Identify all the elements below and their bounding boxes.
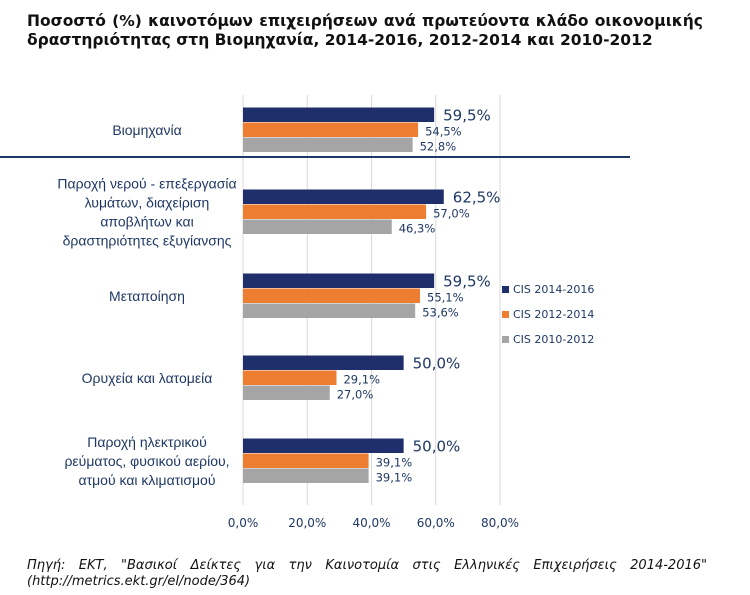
data-label: 50,0% bbox=[413, 355, 461, 373]
bar-cis-2014-2016 bbox=[243, 355, 404, 370]
data-label: 39,1% bbox=[376, 456, 413, 470]
bar-cis-2010-2012 bbox=[243, 385, 330, 400]
data-label: 39,1% bbox=[376, 471, 413, 485]
bar-cis-2012-2014 bbox=[243, 288, 421, 303]
bar-cis-2010-2012 bbox=[243, 137, 413, 152]
category-label: Παροχή ηλεκτρικού bbox=[87, 434, 207, 450]
x-tick-label: 80,0% bbox=[481, 516, 519, 530]
data-label: 27,0% bbox=[337, 388, 374, 402]
category-label: λυμάτων, διαχείριση bbox=[85, 195, 210, 211]
data-label: 57,0% bbox=[433, 207, 470, 221]
data-label: 55,1% bbox=[427, 291, 464, 305]
bar-cis-2014-2016 bbox=[243, 438, 404, 453]
chart-title: Ποσοστό (%) καινοτόμων επιχειρήσεων ανά … bbox=[27, 12, 703, 49]
category-label: αποβλήτων και bbox=[100, 214, 193, 230]
category-label: ρεύματος, φυσικού αερίου, bbox=[64, 453, 229, 469]
x-tick-label: 40,0% bbox=[352, 516, 390, 530]
bar-cis-2012-2014 bbox=[243, 453, 369, 468]
x-tick-label: 0,0% bbox=[228, 516, 259, 530]
legend-label: CIS 2012-2014 bbox=[513, 308, 594, 321]
data-label: 59,5% bbox=[443, 273, 491, 291]
category-label: Ορυχεία και λατομεία bbox=[82, 370, 213, 386]
data-label: 59,5% bbox=[443, 107, 491, 125]
bar-cis-2010-2012 bbox=[243, 303, 416, 318]
category-label: Παροχή νερού - επεξεργασία bbox=[57, 176, 236, 192]
bar-cis-2014-2016 bbox=[243, 273, 435, 288]
legend-swatch bbox=[502, 311, 509, 318]
data-label: 53,6% bbox=[422, 306, 459, 320]
data-label: 50,0% bbox=[413, 438, 461, 456]
source-note: Πηγή: ΕΚΤ, "Βασικοί Δείκτες για την Καιν… bbox=[27, 558, 707, 589]
legend-swatch bbox=[502, 336, 509, 343]
bar-cis-2012-2014 bbox=[243, 204, 427, 219]
category-label: Μεταποίηση bbox=[109, 288, 185, 304]
bar-cis-2010-2012 bbox=[243, 468, 369, 483]
bar-cis-2014-2016 bbox=[243, 189, 444, 204]
x-tick-label: 60,0% bbox=[417, 516, 455, 530]
x-tick-label: 20,0% bbox=[288, 516, 326, 530]
data-label: 46,3% bbox=[399, 222, 436, 236]
category-label: ατμού και κλιματισμού bbox=[78, 472, 215, 488]
data-label: 52,8% bbox=[420, 140, 457, 154]
legend-label: CIS 2010-2012 bbox=[513, 333, 594, 346]
bar-cis-2010-2012 bbox=[243, 219, 392, 234]
category-label: Βιομηχανία bbox=[112, 122, 181, 138]
legend-swatch bbox=[502, 286, 509, 293]
data-label: 54,5% bbox=[425, 125, 462, 139]
bar-cis-2012-2014 bbox=[243, 122, 419, 137]
data-label: 62,5% bbox=[453, 189, 501, 207]
bar-cis-2014-2016 bbox=[243, 107, 435, 122]
category-label: δραστηριότητες εξυγίανσης bbox=[63, 233, 232, 249]
bar-cis-2012-2014 bbox=[243, 370, 337, 385]
data-label: 29,1% bbox=[343, 373, 380, 387]
legend-label: CIS 2014-2016 bbox=[513, 283, 594, 296]
